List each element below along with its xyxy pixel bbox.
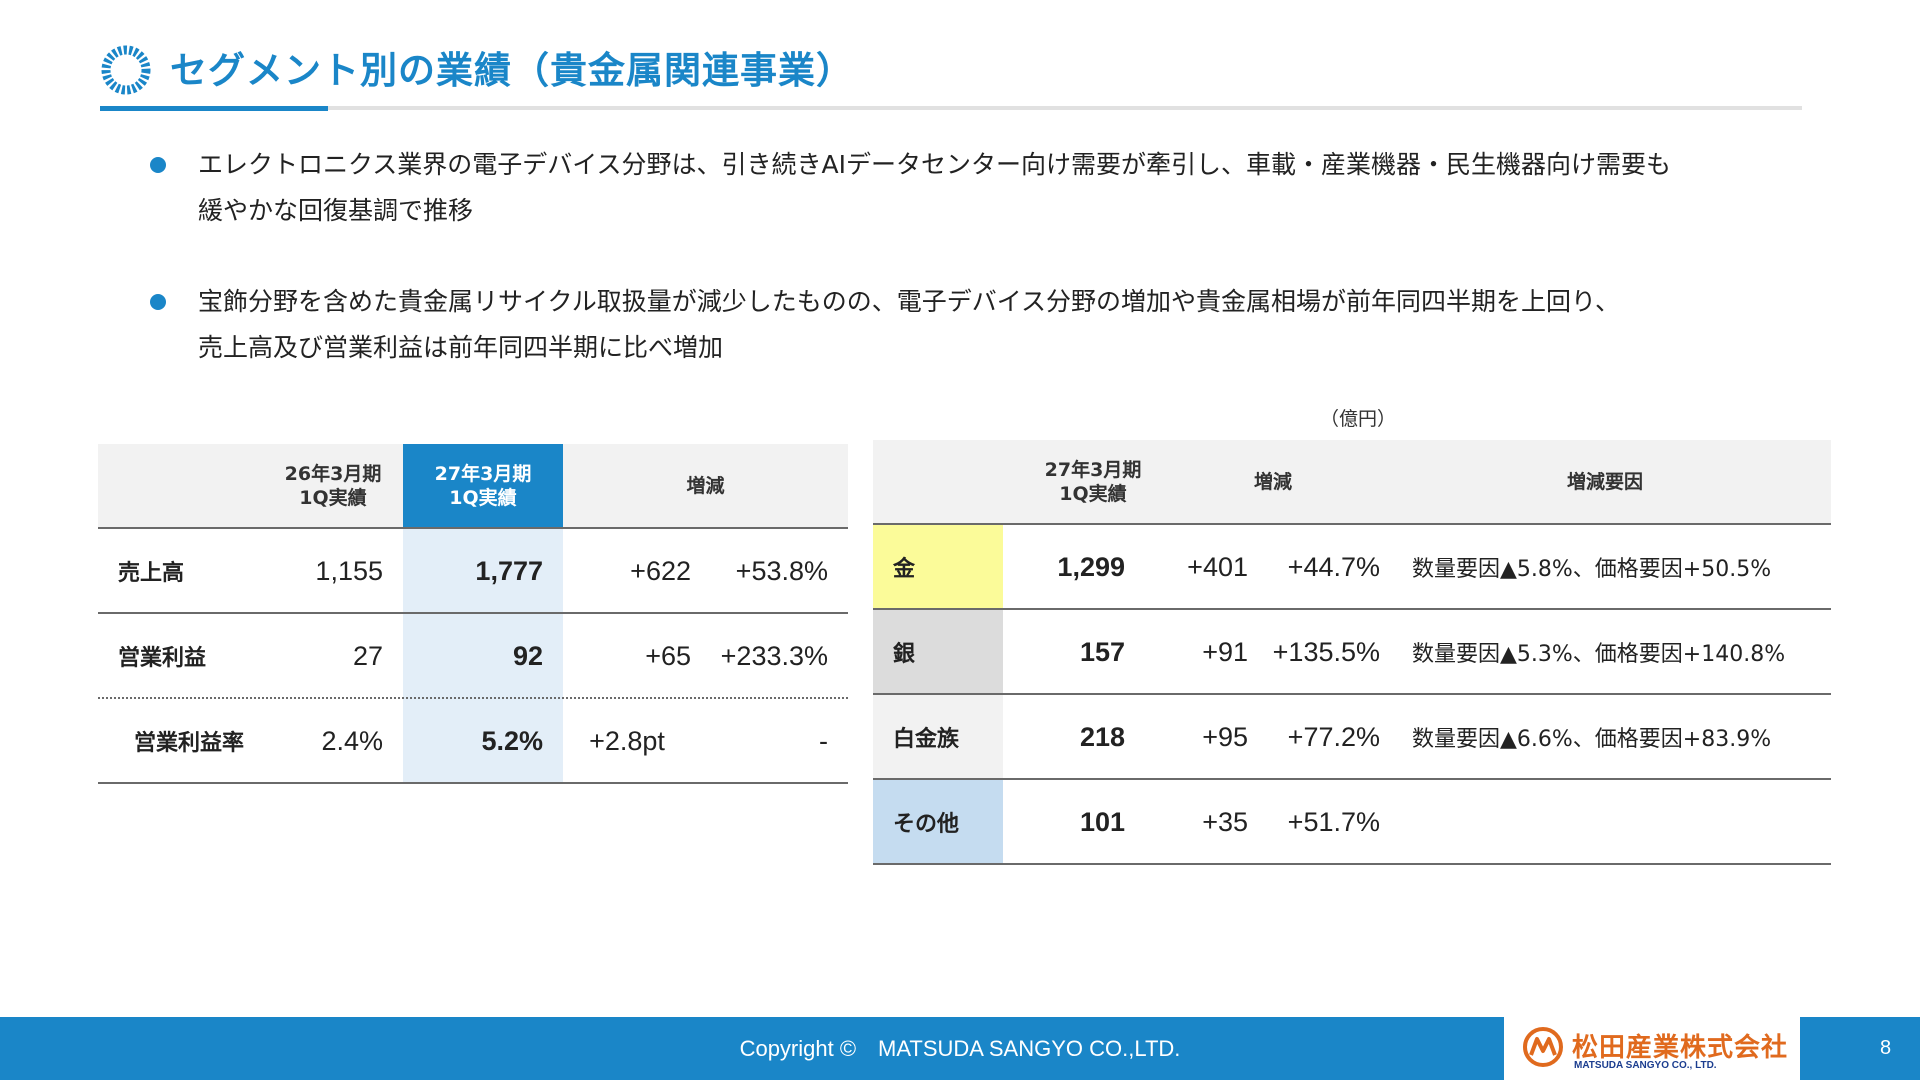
pgm-value: 218 bbox=[1079, 721, 1125, 752]
silver-pct: +135.5% bbox=[1272, 636, 1380, 667]
gold-pct: +44.7% bbox=[1287, 551, 1380, 582]
sales-prev: 1,155 bbox=[315, 555, 383, 586]
header-change: 増減 bbox=[1253, 471, 1292, 493]
op-profit-pct: +233.3% bbox=[720, 640, 828, 671]
bullet-line: エレクトロニクス業界の電子デバイス分野は、引き続きAIデータセンター向け需要が牽… bbox=[198, 150, 1671, 179]
other-factor bbox=[1412, 780, 1822, 864]
silver-diff: +91 bbox=[1202, 636, 1248, 667]
sales-current: 1,777 bbox=[475, 555, 543, 586]
header-prev-period: 26年3月期 1Q実績 bbox=[284, 463, 382, 509]
pgm-pct: +77.2% bbox=[1287, 721, 1380, 752]
page-number: 8 bbox=[1880, 1037, 1892, 1059]
op-margin-diff: +2.8pt bbox=[589, 725, 665, 756]
op-margin-current: 5.2% bbox=[481, 725, 543, 756]
sales-pct: +53.8% bbox=[735, 555, 828, 586]
op-profit-prev: 27 bbox=[352, 640, 383, 671]
other-pct: +51.7% bbox=[1287, 806, 1380, 837]
metal-label-other: その他 bbox=[873, 780, 1003, 864]
pgm-diff: +95 bbox=[1202, 721, 1248, 752]
title-divider-accent bbox=[100, 106, 328, 111]
gold-factor: 数量要因▲5.8%、価格要因+50.5% bbox=[1412, 557, 1772, 582]
company-logo-en: MATSUDA SANGYO CO., LTD. bbox=[1574, 1060, 1717, 1071]
gold-diff: +401 bbox=[1187, 551, 1248, 582]
title-ring-icon bbox=[101, 45, 151, 95]
unit-label: （億円） bbox=[1320, 408, 1397, 430]
gold-value: 1,299 bbox=[1057, 551, 1125, 582]
op-profit-diff: +65 bbox=[645, 640, 691, 671]
op-profit-current: 92 bbox=[512, 640, 543, 671]
bullet-item: 宝飾分野を含めた貴金属リサイクル取扱量が減少したものの、電子デバイス分野の増加や… bbox=[150, 279, 1700, 371]
row-dotted-rule bbox=[98, 697, 848, 699]
silver-value: 157 bbox=[1079, 636, 1125, 667]
table-bottom-rule bbox=[98, 782, 848, 784]
bullet-line: 売上高及び営業利益は前年同四半期に比べ増加 bbox=[198, 333, 724, 362]
title-divider bbox=[100, 106, 1802, 110]
header-change: 増減 bbox=[686, 475, 725, 497]
bullet-item: エレクトロニクス業界の電子デバイス分野は、引き続きAIデータセンター向け需要が牽… bbox=[150, 142, 1700, 234]
row-label-sales: 売上高 bbox=[118, 561, 185, 586]
current-period-column-highlight bbox=[403, 529, 563, 782]
header-rule bbox=[873, 523, 1831, 525]
page-title: セグメント別の業績（貴金属関連事業） bbox=[170, 49, 854, 92]
copyright-text: Copyright © MATSUDA SANGYO CO.,LTD. bbox=[739, 1036, 1181, 1061]
header-factor: 増減要因 bbox=[1566, 471, 1643, 493]
metal-label-gold: 金 bbox=[873, 525, 1003, 609]
row-rule bbox=[873, 693, 1831, 695]
sales-diff: +622 bbox=[630, 555, 691, 586]
header-current-period: 27年3月期 1Q実績 bbox=[434, 463, 532, 509]
header-current-period: 27年3月期 1Q実績 bbox=[1044, 459, 1142, 505]
bullet-line: 緩やかな回復基調で推移 bbox=[198, 196, 474, 225]
header-rule bbox=[98, 527, 848, 529]
company-logo-mark-icon bbox=[1523, 1027, 1563, 1067]
op-margin-pct: - bbox=[819, 725, 828, 756]
row-rule bbox=[873, 778, 1831, 780]
bullet-line: 宝飾分野を含めた貴金属リサイクル取扱量が減少したものの、電子デバイス分野の増加や… bbox=[198, 287, 1621, 316]
table-bottom-rule bbox=[873, 863, 1831, 865]
op-margin-prev: 2.4% bbox=[321, 725, 383, 756]
pgm-factor: 数量要因▲6.6%、価格要因+83.9% bbox=[1412, 727, 1772, 752]
bullet-dot-icon bbox=[150, 157, 166, 173]
metal-label-silver: 銀 bbox=[873, 610, 1003, 694]
row-rule bbox=[873, 608, 1831, 610]
current-period-header-highlight bbox=[403, 444, 563, 528]
other-value: 101 bbox=[1079, 806, 1125, 837]
table-header-bg bbox=[873, 440, 1831, 524]
metal-label-pgm: 白金族 bbox=[873, 695, 1003, 779]
row-rule bbox=[98, 612, 848, 614]
other-diff: +35 bbox=[1202, 806, 1248, 837]
row-label-operating-margin: 営業利益率 bbox=[134, 731, 245, 756]
company-logo-jp: 松田産業株式会社 bbox=[1572, 1033, 1789, 1063]
row-label-operating-profit: 営業利益 bbox=[118, 646, 207, 671]
silver-factor: 数量要因▲5.3%、価格要因+140.8% bbox=[1412, 642, 1786, 667]
bullet-dot-icon bbox=[150, 294, 166, 310]
